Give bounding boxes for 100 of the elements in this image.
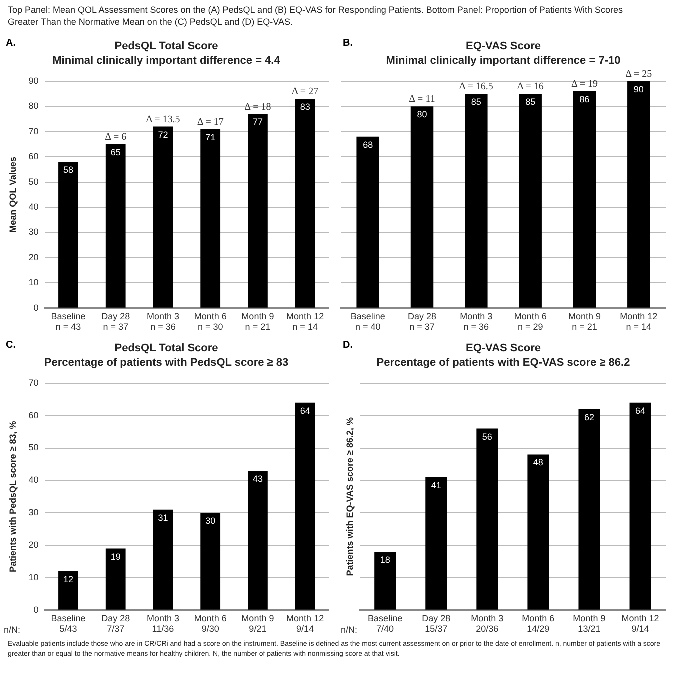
- y-tick-label: 40: [28, 202, 39, 212]
- x-tick-label: Month 6 9/30: [194, 613, 227, 634]
- annotation: Δ = 18: [244, 102, 272, 113]
- x-tick-label: Day 28 15/37: [422, 613, 451, 634]
- bar: [248, 470, 268, 610]
- y-axis-title: Patients with EQ-VAS score ≥ 86.2, %: [344, 417, 355, 576]
- data-label: 43: [252, 474, 263, 484]
- bar: [106, 144, 126, 308]
- text: B.: [343, 38, 353, 49]
- chart-subtitle: Percentage of patients with PedsQL score ≥ 83: [44, 356, 289, 369]
- data-label: 64: [300, 406, 310, 416]
- y-tick-label: 10: [28, 572, 39, 582]
- x-tick-label: Day 28 7/37: [102, 613, 130, 634]
- annotation: Δ = 17: [197, 116, 224, 128]
- chart-subtitle: Minimal clinically important difference = 4.4: [52, 54, 282, 67]
- y-tick-label: 30: [28, 508, 39, 518]
- bar: [476, 428, 498, 610]
- data-label: 62: [584, 412, 594, 422]
- y-tick-label: 0: [34, 302, 39, 313]
- text: n/N:: [341, 625, 358, 635]
- annotation: Δ = 25: [626, 69, 652, 80]
- annotation: Δ = 11: [409, 94, 436, 106]
- data-label: 85: [471, 96, 482, 107]
- y-tick-label: 60: [28, 410, 39, 420]
- x-tick-label: Baseline n = 40: [350, 311, 386, 332]
- data-label: 48: [533, 458, 544, 468]
- text: A.: [6, 38, 16, 49]
- bar: [519, 94, 542, 308]
- annotation: Δ = 16.5: [459, 82, 494, 93]
- bar: [628, 81, 650, 308]
- y-tick-label: 50: [28, 442, 39, 453]
- data-label: 65: [110, 147, 121, 158]
- x-tick-label: Month 9 n = 21: [568, 311, 602, 332]
- y-tick-label: 20: [28, 252, 39, 262]
- data-label: 58: [63, 165, 74, 176]
- x-tick-label: Month 12 9/14: [622, 613, 660, 634]
- data-label: 64: [635, 406, 646, 416]
- y-tick-label: 30: [28, 227, 39, 238]
- x-tick-label: Baseline 5/43: [51, 613, 86, 634]
- data-label: 80: [417, 110, 428, 120]
- bar: [374, 552, 396, 610]
- x-tick-label: Month 12 n = 14: [620, 311, 658, 332]
- chart-title: PedsQL Total Score: [114, 40, 218, 53]
- x-tick-label: Month 12 n = 14: [286, 311, 324, 332]
- bar: [295, 402, 316, 610]
- y-axis-title: Patients with PedsQL score ≥ 83, %: [8, 421, 18, 573]
- bar: [295, 99, 316, 308]
- x-tick-label: Month 6 n = 30: [194, 311, 227, 332]
- bar: [58, 571, 78, 610]
- x-tick-label: Month 3 11/36: [146, 613, 180, 634]
- bar: [356, 136, 380, 308]
- chart-title: EQ-VAS Score: [466, 342, 541, 355]
- y-tick-label: 70: [28, 126, 39, 136]
- bar: [58, 162, 78, 308]
- data-label: 41: [431, 480, 442, 490]
- data-label: 19: [110, 552, 121, 562]
- text: D.: [343, 340, 353, 351]
- chart-title: PedsQL Total Score: [114, 342, 218, 355]
- annotation: Δ = 27: [292, 86, 319, 98]
- annotation: Δ = 16: [517, 82, 544, 93]
- data-label: 86: [580, 94, 590, 104]
- data-label: 85: [526, 96, 536, 107]
- chart-subtitle: Percentage of patients with EQ-VAS score ≥ 86.2: [376, 356, 630, 369]
- data-label: 30: [206, 516, 216, 526]
- bar: [200, 513, 221, 610]
- x-tick-label: Baseline n = 43: [51, 311, 86, 332]
- bar: [426, 477, 448, 610]
- bar: [465, 94, 488, 308]
- y-tick-label: 20: [28, 540, 39, 550]
- x-tick-label: Day 28 n = 37: [102, 311, 130, 332]
- data-label: 71: [206, 132, 216, 142]
- data-label: 12: [63, 574, 74, 584]
- y-tick-label: 0: [34, 604, 39, 615]
- y-tick-label: 50: [28, 176, 39, 187]
- y-tick-label: 70: [28, 378, 39, 388]
- y-tick-label: 90: [28, 76, 39, 86]
- y-tick-label: 80: [28, 101, 39, 112]
- x-tick-label: Month 3 n = 36: [460, 311, 493, 332]
- data-label: 72: [158, 130, 168, 140]
- bar: [153, 126, 174, 308]
- bar: [200, 129, 221, 308]
- x-tick-label: Day 28 n = 37: [408, 311, 437, 332]
- bar: [528, 454, 550, 610]
- bar: [573, 91, 596, 308]
- annotation: Δ = 6: [105, 132, 127, 144]
- text: n/N:: [4, 625, 21, 635]
- text: Top Panel: Mean QOL Assessment Scores on the (A) PedsQL and (B) EQ-VAS for Responding Patients. Bottom Panel: Proportion of Patients With Scores Greater Than the Normative Mean on the (C) PedsQL and (D) EQ-VAS.: [8, 4, 624, 28]
- data-label: 56: [482, 432, 492, 442]
- data-label: 18: [380, 555, 390, 566]
- annotation: Δ = 19: [571, 79, 598, 90]
- bar: [106, 548, 126, 610]
- y-tick-label: 60: [28, 152, 39, 162]
- bar: [248, 114, 268, 308]
- x-tick-label: Month 12 9/14: [286, 613, 324, 634]
- x-tick-label: Month 9 13/21: [573, 613, 606, 634]
- x-tick-label: Baseline 7/40: [368, 613, 403, 634]
- x-tick-label: Month 9 9/21: [242, 613, 274, 634]
- data-label: 31: [158, 512, 168, 523]
- x-tick-label: Month 6 14/29: [522, 613, 555, 634]
- y-tick-label: 40: [28, 475, 39, 486]
